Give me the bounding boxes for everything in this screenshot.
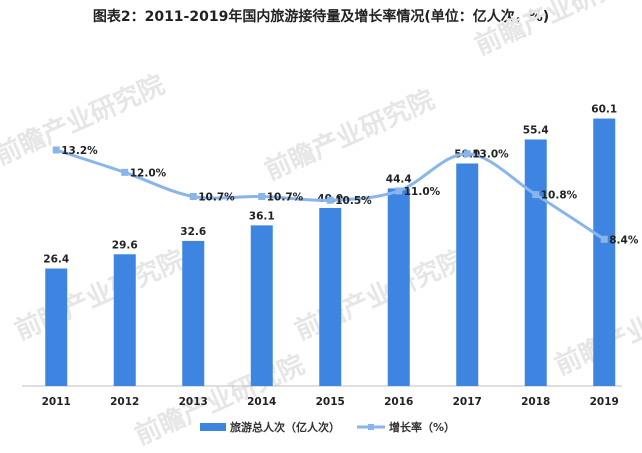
point-2012 bbox=[121, 168, 129, 176]
point-2011 bbox=[52, 146, 60, 154]
line-label-2019: 8.4% bbox=[609, 234, 639, 246]
x-tick-2012: 2012 bbox=[110, 396, 139, 408]
bar-label-2011: 26.4 bbox=[43, 254, 69, 266]
x-tick-2015: 2015 bbox=[316, 396, 345, 408]
bar-2011 bbox=[45, 268, 68, 386]
line-label-2014: 10.7% bbox=[267, 192, 304, 204]
line-labels: 13.2% 12.0% 10.7% 10.7% 10.5% 11.0% 13.0% 10.8%… bbox=[61, 145, 639, 246]
legend-line-marker bbox=[368, 424, 374, 430]
bars bbox=[45, 118, 616, 387]
x-tick-2011: 2011 bbox=[42, 396, 71, 408]
bar-2016 bbox=[387, 188, 410, 386]
x-tick-2016: 2016 bbox=[384, 396, 413, 408]
bar-2013 bbox=[182, 240, 205, 386]
line-label-2011: 13.2% bbox=[61, 145, 98, 157]
watermark-3: 前瞻产业研究院 bbox=[10, 244, 189, 346]
line-label-2015: 10.5% bbox=[335, 195, 372, 207]
point-2019 bbox=[600, 235, 608, 243]
bar-label-2012: 29.6 bbox=[112, 239, 138, 251]
line-label-2013: 10.7% bbox=[198, 192, 235, 204]
point-2017 bbox=[463, 150, 471, 158]
x-tick-2017: 2017 bbox=[453, 396, 482, 408]
watermark-6: 前瞻产业研究院 bbox=[130, 349, 309, 451]
legend-bar-label: 旅游总人次（亿人次） bbox=[230, 420, 340, 434]
bar-2015 bbox=[319, 208, 342, 386]
x-tick-2018: 2018 bbox=[521, 396, 550, 408]
point-2013 bbox=[189, 193, 197, 200]
line-points bbox=[52, 146, 608, 243]
bar-label-2014: 36.1 bbox=[249, 210, 275, 222]
bar-label-2016: 44.4 bbox=[386, 173, 412, 185]
x-tick-labels: 2011 2012 2013 2014 2015 2016 2017 2018 2019 bbox=[42, 396, 619, 408]
bar-2017 bbox=[456, 163, 479, 386]
point-2016 bbox=[395, 187, 403, 195]
bar-label-2019: 60.1 bbox=[591, 104, 617, 116]
point-2015 bbox=[326, 196, 334, 204]
point-2018 bbox=[532, 191, 540, 199]
watermark-2: 前瞻产业研究院 bbox=[470, 0, 642, 61]
legend-line-label: 增长率（%） bbox=[389, 420, 455, 434]
bar-2014 bbox=[250, 225, 273, 386]
legend: 旅游总人次（亿人次） 增长率（%） bbox=[200, 420, 455, 434]
x-tick-2013: 2013 bbox=[179, 396, 208, 408]
bar-label-2018: 55.4 bbox=[523, 124, 549, 136]
point-2014 bbox=[258, 193, 266, 200]
line-label-2017: 13.0% bbox=[472, 149, 509, 161]
growth-line bbox=[55, 148, 606, 241]
line-label-2018: 10.8% bbox=[541, 190, 578, 202]
chart-title: 图表2：2011-2019年国内旅游接待量及增长率情况(单位：亿人次，%) bbox=[92, 9, 550, 25]
bar-label-2013: 32.6 bbox=[180, 226, 206, 238]
legend-bar-swatch bbox=[200, 423, 226, 431]
bar-labels: 26.429.632.636.140.044.450.055.460.1 bbox=[43, 104, 617, 266]
x-tick-2014: 2014 bbox=[247, 396, 276, 408]
line-label-2012: 12.0% bbox=[130, 167, 167, 179]
bar-2018 bbox=[524, 139, 547, 386]
x-tick-2019: 2019 bbox=[590, 396, 619, 408]
watermark-1: 前瞻产业研究院 bbox=[260, 84, 439, 186]
line-label-2016: 11.0% bbox=[404, 186, 441, 198]
watermark-4: 前瞻产业研究院 bbox=[290, 244, 469, 346]
bar-2019 bbox=[593, 118, 616, 387]
bar-2012 bbox=[113, 254, 136, 386]
